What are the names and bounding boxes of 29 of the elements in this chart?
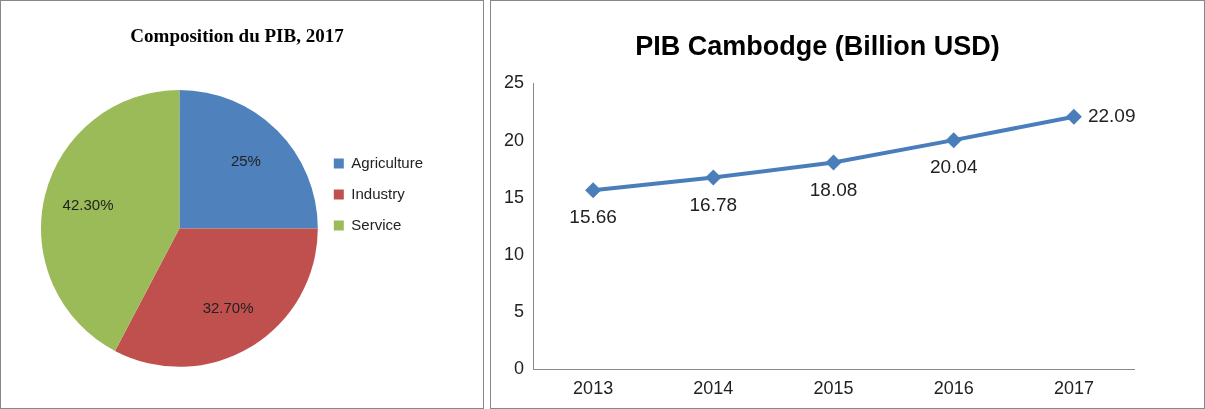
x-tick-label: 2016 [933, 378, 974, 399]
legend-label: Agriculture [351, 153, 424, 171]
x-tick-label: 2017 [1053, 378, 1094, 399]
data-label: 15.66 [569, 206, 617, 228]
data-label: 22.09 [1087, 104, 1136, 126]
data-label: 18.08 [809, 178, 858, 200]
y-tick-label: 0 [514, 358, 525, 379]
point [585, 182, 602, 199]
chart-title: Composition du PIB, 2017 [130, 25, 345, 47]
data-label: 16.78 [689, 193, 738, 215]
y-tick-label: 15 [503, 186, 525, 207]
y-tick-label: 25 [503, 72, 525, 93]
point [825, 154, 842, 171]
x-tick-label: 2015 [813, 378, 854, 399]
chart-title: PIB Cambodge (Billion USD) [635, 30, 1000, 61]
data-label: 32.70% [202, 299, 254, 317]
point [1065, 108, 1082, 125]
y-tick-label: 5 [514, 301, 525, 322]
x-tick-label: 2014 [693, 378, 734, 399]
y-tick-label: 10 [503, 243, 525, 264]
data-label: 42.30% [62, 196, 114, 213]
data-label: 20.04 [929, 156, 978, 178]
x-tick-label: 2013 [573, 378, 614, 399]
legend-label: Industry [351, 184, 406, 202]
point [705, 169, 722, 186]
y-tick-label: 20 [503, 129, 525, 150]
legend-label: Service [351, 215, 402, 233]
data-label: 25% [230, 151, 261, 169]
point [945, 132, 962, 149]
